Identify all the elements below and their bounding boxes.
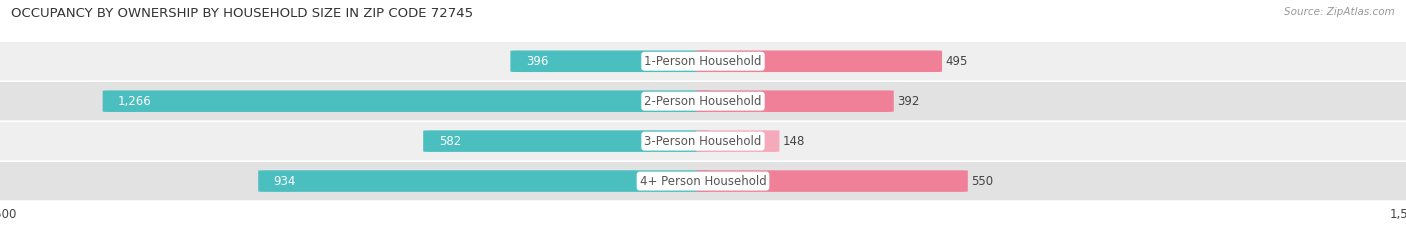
Text: 3-Person Household: 3-Person Household bbox=[644, 135, 762, 148]
FancyBboxPatch shape bbox=[0, 122, 1406, 160]
FancyBboxPatch shape bbox=[423, 130, 710, 152]
FancyBboxPatch shape bbox=[696, 90, 894, 112]
Text: 582: 582 bbox=[439, 135, 461, 148]
Text: 495: 495 bbox=[946, 55, 967, 68]
FancyBboxPatch shape bbox=[259, 170, 710, 192]
FancyBboxPatch shape bbox=[696, 170, 967, 192]
Text: 550: 550 bbox=[972, 175, 994, 188]
FancyBboxPatch shape bbox=[0, 42, 1406, 80]
Text: Source: ZipAtlas.com: Source: ZipAtlas.com bbox=[1284, 7, 1395, 17]
Text: 148: 148 bbox=[783, 135, 806, 148]
Text: 2-Person Household: 2-Person Household bbox=[644, 95, 762, 108]
Text: 1-Person Household: 1-Person Household bbox=[644, 55, 762, 68]
FancyBboxPatch shape bbox=[696, 130, 779, 152]
FancyBboxPatch shape bbox=[510, 51, 710, 72]
Text: 4+ Person Household: 4+ Person Household bbox=[640, 175, 766, 188]
FancyBboxPatch shape bbox=[0, 82, 1406, 120]
Text: 1,266: 1,266 bbox=[118, 95, 152, 108]
FancyBboxPatch shape bbox=[0, 162, 1406, 200]
Text: 392: 392 bbox=[897, 95, 920, 108]
FancyBboxPatch shape bbox=[103, 90, 710, 112]
Text: 396: 396 bbox=[526, 55, 548, 68]
Text: OCCUPANCY BY OWNERSHIP BY HOUSEHOLD SIZE IN ZIP CODE 72745: OCCUPANCY BY OWNERSHIP BY HOUSEHOLD SIZE… bbox=[11, 7, 474, 20]
FancyBboxPatch shape bbox=[696, 51, 942, 72]
Text: 934: 934 bbox=[274, 175, 297, 188]
